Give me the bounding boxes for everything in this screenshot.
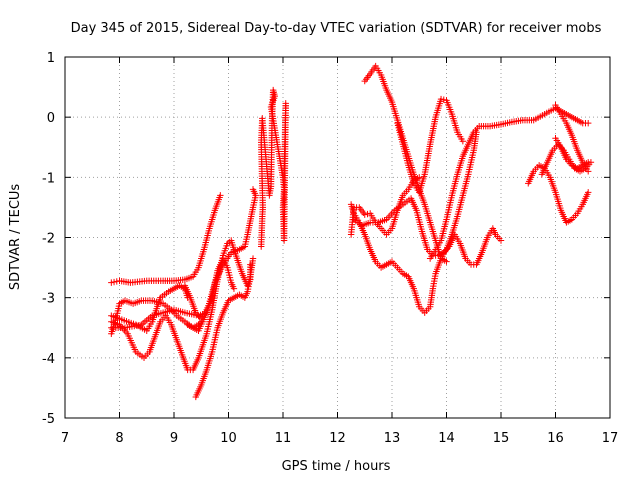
data-point: [361, 211, 368, 218]
data-point: [364, 210, 371, 218]
data-point: [280, 172, 288, 179]
x-tick-label: 13: [384, 431, 401, 446]
series-sat-n: [394, 95, 467, 196]
x-tick-label: 14: [438, 431, 455, 446]
x-tick-label: 16: [547, 431, 564, 446]
data-point: [249, 255, 257, 262]
data-point: [203, 309, 210, 316]
data-point: [195, 321, 202, 328]
x-tick-label: 12: [329, 431, 346, 446]
x-tick-label: 7: [61, 431, 69, 446]
x-tick-label: 8: [115, 431, 123, 446]
data-point: [230, 285, 238, 292]
data-point: [198, 318, 205, 325]
data-point: [440, 96, 447, 103]
y-tick-label: -5: [42, 412, 55, 427]
series-sat-k: [347, 174, 423, 238]
data-point: [585, 159, 592, 166]
data-point: [196, 320, 204, 327]
data-point: [249, 186, 257, 193]
x-tick-label: 10: [220, 431, 237, 446]
data-point: [443, 258, 450, 265]
series-sat-p: [525, 162, 592, 226]
series-sat-j: [347, 129, 480, 316]
y-axis-label: SDTVAR / TECUs: [8, 184, 23, 291]
series-sat-s: [552, 101, 592, 175]
data-point: [497, 237, 505, 244]
chart-title: Day 345 of 2015, Sidereal Day-to-day VTE…: [71, 21, 602, 36]
data-point: [585, 119, 592, 127]
series-sat-c: [108, 237, 254, 374]
series-sat-o: [426, 104, 592, 262]
data-point: [110, 278, 118, 286]
data-point: [416, 174, 423, 181]
data-point: [585, 189, 592, 196]
y-tick-label: 0: [47, 111, 55, 126]
y-tick-label: -3: [42, 292, 55, 307]
series-sat-g: [192, 255, 257, 401]
data-points: [108, 62, 595, 401]
series-sat-a: [108, 192, 224, 286]
data-point: [217, 192, 224, 199]
series-sat-m: [361, 62, 450, 265]
series-sat-l: [350, 195, 505, 268]
data-point: [437, 95, 445, 103]
gridlines: [65, 57, 610, 418]
y-tick-label: 1: [47, 51, 55, 66]
y-tick-label: -1: [42, 171, 55, 186]
data-point: [108, 279, 115, 286]
x-tick-label: 17: [602, 431, 619, 446]
series-sat-b: [108, 186, 259, 337]
x-axis-label: GPS time / hours: [282, 459, 391, 474]
x-tick-label: 9: [170, 431, 178, 446]
data-point: [459, 138, 467, 145]
y-tick-label: -4: [42, 352, 55, 367]
series-sat-h: [184, 318, 205, 331]
y-tick-label: -2: [42, 232, 55, 247]
series-sat-f: [108, 306, 210, 331]
x-tick-label: 15: [493, 431, 510, 446]
series-sat-e: [181, 255, 238, 322]
data-point: [585, 168, 592, 175]
x-tick-label: 11: [275, 431, 292, 446]
series-sat-i: [258, 86, 289, 250]
axis-ticks: 7 8 9 10 11 12 13 14 15 16 17 -5 -4 -3 -2 -1 0 1: [42, 51, 618, 446]
